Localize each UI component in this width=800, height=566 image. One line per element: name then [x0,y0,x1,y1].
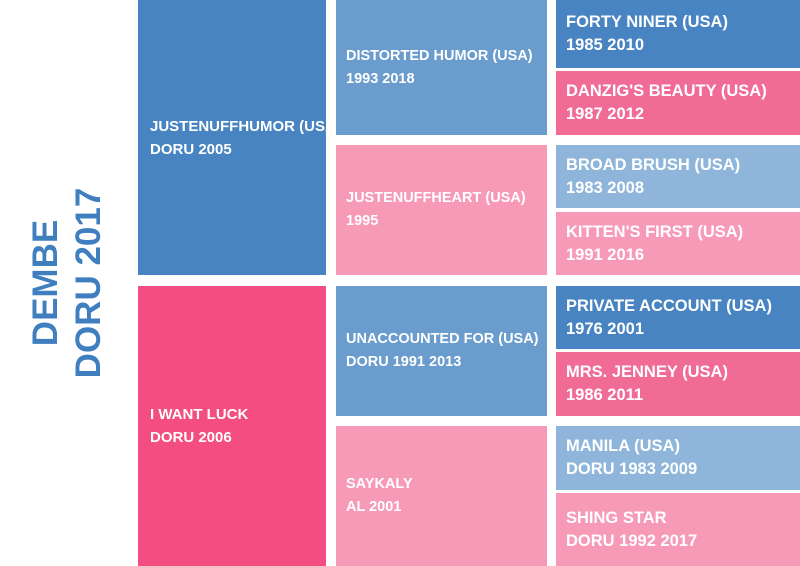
grandparent-name: JUSTENUFFHEART (USA) [346,190,526,206]
great-grandparent-info: 1987 2012 [566,105,644,123]
great-grandparent-box[interactable]: MRS. JENNEY (USA) 1986 2011 [556,352,800,416]
grandparent-info: DORU 1991 2013 [346,354,462,370]
great-grandparent-box[interactable]: DANZIG'S BEAUTY (USA) 1987 2012 [556,71,800,135]
grandparent-box[interactable]: JUSTENUFFHEART (USA) 1995 [336,145,547,275]
great-grandparent-box[interactable]: KITTEN'S FIRST (USA) 1991 2016 [556,212,800,275]
great-grandparent-box[interactable]: PRIVATE ACCOUNT (USA) 1976 2001 [556,286,800,349]
great-grandparent-name: KITTEN'S FIRST (USA) [566,222,744,241]
great-grandparent-info: 1976 2001 [566,319,644,338]
grandparent-name: UNACCOUNTED FOR (USA) [346,331,539,347]
grandparent-box[interactable]: DISTORTED HUMOR (USA) 1993 2018 [336,0,547,135]
great-grandparent-name: FORTY NINER (USA) [566,13,728,31]
subject-name: DEMBE [26,219,65,347]
subject-info: DORU 2017 [69,187,108,379]
dam-box[interactable]: I WANT LUCK DORU 2006 [138,286,326,566]
grandparent-info: AL 2001 [346,499,402,515]
dam-info: DORU 2006 [150,429,232,446]
subject-panel: DEMBE DORU 2017 [0,0,135,566]
great-grandparent-name: BROAD BRUSH (USA) [566,155,741,174]
sire-box[interactable]: JUSTENUFFHUMOR (USA) DORU 2005 [138,0,326,275]
great-grandparent-info: 1986 2011 [566,386,644,404]
great-grandparent-name: PRIVATE ACCOUNT (USA) [566,296,772,315]
grandparent-info: 1995 [346,213,379,229]
grandparent-name: SAYKALY [346,476,413,492]
grandparent-info: 1993 2018 [346,70,415,87]
great-grandparent-box[interactable]: BROAD BRUSH (USA) 1983 2008 [556,145,800,208]
great-grandparent-info: DORU 1983 2009 [566,460,698,478]
great-grandparent-info: 1991 2016 [566,245,644,264]
subject-label: DEMBE DORU 2017 [24,188,110,379]
great-grandparent-name: MANILA (USA) [566,437,680,455]
dam-name: I WANT LUCK [150,406,249,423]
great-grandparent-info: 1985 2010 [566,36,644,54]
great-grandparent-box[interactable]: SHING STAR DORU 1992 2017 [556,493,800,566]
great-grandparent-name: DANZIG'S BEAUTY (USA) [566,82,767,100]
grandparent-box[interactable]: SAYKALY AL 2001 [336,426,547,566]
great-grandparent-info: DORU 1992 2017 [566,531,698,550]
grandparent-name: DISTORTED HUMOR (USA) [346,47,533,64]
great-grandparent-name: SHING STAR [566,508,667,527]
sire-name: JUSTENUFFHUMOR (USA) [150,117,326,135]
great-grandparent-box[interactable]: MANILA (USA) DORU 1983 2009 [556,426,800,490]
great-grandparent-info: 1983 2008 [566,178,644,197]
grandparent-box[interactable]: UNACCOUNTED FOR (USA) DORU 1991 2013 [336,286,547,416]
great-grandparent-name: MRS. JENNEY (USA) [566,363,728,381]
sire-info: DORU 2005 [150,140,232,158]
great-grandparent-box[interactable]: FORTY NINER (USA) 1985 2010 [556,0,800,68]
